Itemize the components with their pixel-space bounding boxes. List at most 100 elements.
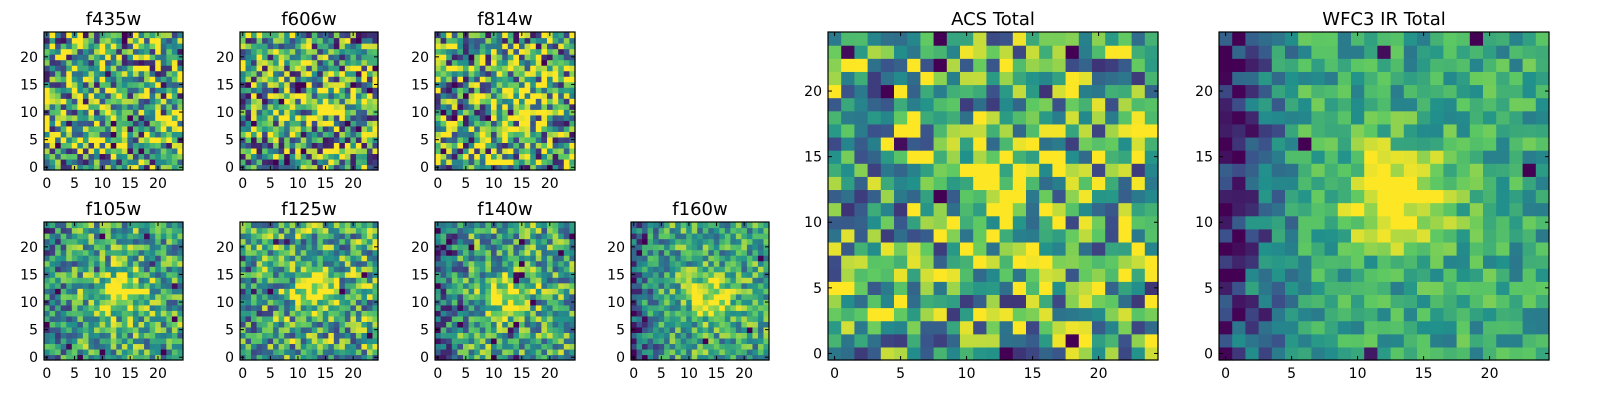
heatmap-cell xyxy=(311,271,318,278)
heatmap-cell xyxy=(138,293,145,300)
heatmap-cell xyxy=(55,76,62,83)
heatmap-cell xyxy=(44,37,51,44)
axes-frame xyxy=(239,31,379,171)
heatmap-cell xyxy=(311,326,318,333)
heatmap-cell xyxy=(907,215,921,230)
heatmap-cell xyxy=(333,238,340,245)
y-tick-label: 0 xyxy=(29,160,38,176)
heatmap-cell xyxy=(166,233,173,240)
heatmap-cell xyxy=(730,244,737,251)
heatmap-cell xyxy=(267,233,274,240)
heatmap-cell xyxy=(642,222,649,229)
heatmap-cell xyxy=(306,337,313,345)
heatmap-cell xyxy=(841,281,855,295)
heatmap-cell xyxy=(262,32,269,39)
heatmap-cell xyxy=(752,315,759,322)
heatmap-cell xyxy=(973,176,987,191)
heatmap-cell xyxy=(177,249,184,256)
heatmap-cell xyxy=(686,304,693,311)
heatmap-cell xyxy=(1039,333,1053,348)
heatmap-cell xyxy=(535,32,542,39)
heatmap-cell xyxy=(946,176,961,191)
heatmap-cell xyxy=(541,76,548,83)
heatmap-cell xyxy=(155,70,162,77)
heatmap-cell xyxy=(116,310,123,317)
heatmap-cell xyxy=(144,348,151,356)
heatmap-cell xyxy=(306,92,313,99)
heatmap-cell xyxy=(708,255,715,262)
heatmap-cell xyxy=(457,244,464,251)
heatmap-cell xyxy=(66,120,73,127)
heatmap-cell xyxy=(440,332,447,339)
heatmap-cell xyxy=(1026,281,1040,295)
heatmap-cell xyxy=(66,315,73,322)
heatmap-cell xyxy=(513,54,520,61)
heatmap-cell xyxy=(563,76,570,83)
heatmap-cell xyxy=(569,282,576,289)
heatmap-cell xyxy=(88,136,95,143)
heatmap-cell xyxy=(240,70,247,77)
heatmap-cell xyxy=(513,332,520,339)
heatmap-cell xyxy=(273,277,280,284)
heatmap-cell xyxy=(547,260,554,267)
heatmap-cell xyxy=(451,120,458,127)
heatmap-cell xyxy=(278,59,285,66)
heatmap-cell xyxy=(144,37,151,44)
heatmap-cell xyxy=(333,136,340,143)
heatmap-cell xyxy=(708,288,715,295)
heatmap-cell xyxy=(513,299,520,306)
heatmap-cell xyxy=(66,48,73,55)
heatmap-cell xyxy=(636,233,643,240)
heatmap-cell xyxy=(524,87,531,94)
heatmap-cell xyxy=(155,337,162,345)
heatmap-cell xyxy=(251,222,258,229)
heatmap-cell xyxy=(708,332,715,339)
heatmap-cell xyxy=(160,315,167,322)
heatmap-cell xyxy=(149,164,156,171)
heatmap-cell xyxy=(713,277,720,284)
heatmap-cell xyxy=(300,98,307,105)
heatmap-cell xyxy=(60,222,67,229)
x-tick-label: 5 xyxy=(266,366,275,382)
heatmap-cell xyxy=(116,147,123,155)
heatmap-cell xyxy=(664,282,671,289)
heatmap-cell xyxy=(273,222,280,229)
heatmap-cell xyxy=(479,222,486,229)
heatmap-cell xyxy=(569,249,576,256)
heatmap-cell xyxy=(132,59,140,66)
heatmap-cell xyxy=(110,114,117,121)
heatmap-cell xyxy=(1092,163,1106,177)
heatmap-cell xyxy=(333,233,340,240)
heatmap-cell xyxy=(468,120,475,127)
heatmap-cell xyxy=(491,54,498,61)
heatmap-cell xyxy=(350,142,357,149)
heatmap-cell xyxy=(1105,268,1119,282)
axes-frame xyxy=(239,221,379,361)
heatmap-cell xyxy=(485,282,492,289)
heatmap-cell xyxy=(735,266,742,273)
heatmap-cell xyxy=(451,147,458,155)
heatmap-cell xyxy=(524,136,531,143)
heatmap-cell xyxy=(496,260,503,267)
heatmap-cell xyxy=(647,348,654,356)
heatmap-cell xyxy=(328,288,335,295)
heatmap-cell xyxy=(907,202,921,217)
heatmap-cell xyxy=(311,354,318,361)
heatmap-cell xyxy=(558,277,565,284)
heatmap-cell xyxy=(344,120,351,127)
heatmap-cell xyxy=(328,304,335,311)
heatmap-cell xyxy=(999,255,1014,269)
heatmap-cell xyxy=(317,354,324,361)
heatmap-cell xyxy=(71,48,78,55)
heatmap-cell xyxy=(530,244,537,251)
heatmap-cell xyxy=(339,92,346,99)
heatmap-cell xyxy=(339,337,346,345)
heatmap-cell xyxy=(60,233,67,240)
heatmap-cell xyxy=(530,87,537,94)
heatmap-cell xyxy=(502,255,509,262)
heatmap-cell xyxy=(355,233,363,240)
heatmap-cell xyxy=(479,277,486,284)
heatmap-cell xyxy=(697,321,704,328)
heatmap-cell xyxy=(121,238,128,245)
heatmap-cell xyxy=(563,54,570,61)
